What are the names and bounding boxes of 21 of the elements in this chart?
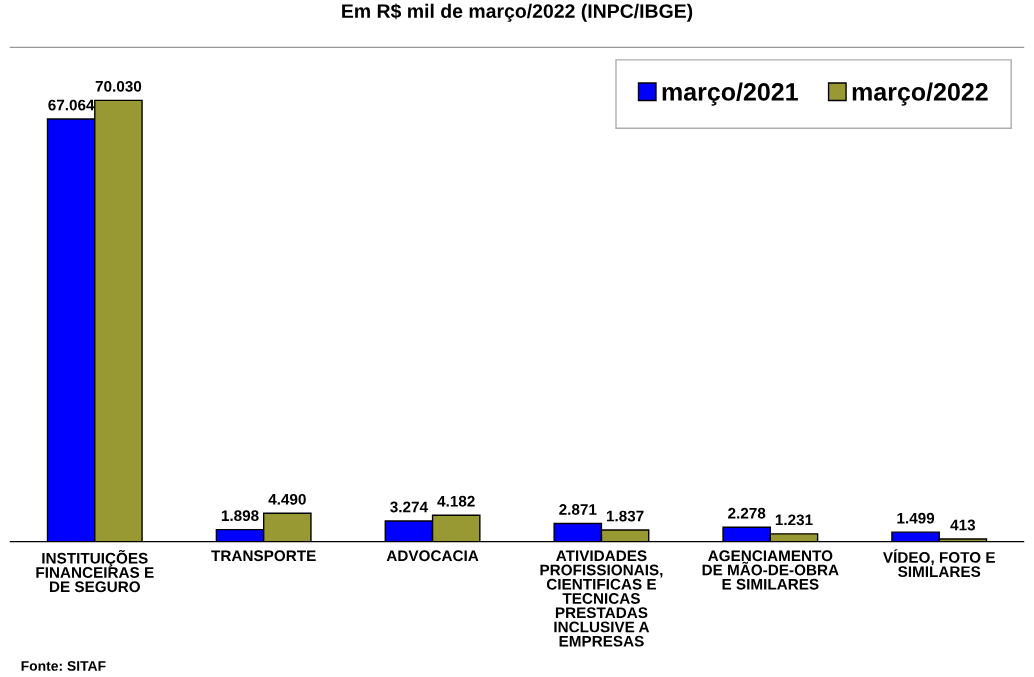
legend-label: março/2021 xyxy=(662,82,798,106)
legend-label: março/2022 xyxy=(852,82,988,106)
source-note: Fonte: SITAF xyxy=(21,661,106,671)
data-label: 4.182 xyxy=(437,495,475,507)
data-label: 1.231 xyxy=(775,514,813,526)
x-tick-label: ATIVIDADES PROFISSIONAIS, CIENTIFICAS E TECNICAS PRESTADAS INCLUSIVE A EMPRESAS xyxy=(540,550,663,647)
data-label: 1.898 xyxy=(221,510,259,522)
x-tick-label: INSTITUIÇÕES FINANCEIRAS E DE SEGURO xyxy=(36,549,154,593)
x-tick-label: TRANSPORTE xyxy=(211,550,316,562)
data-label: 1.837 xyxy=(606,510,644,522)
data-label: 2.278 xyxy=(728,507,766,519)
x-tick-label: VÍDEO, FOTO E SIMILARES xyxy=(883,549,995,578)
data-label: 1.499 xyxy=(897,512,935,524)
data-label: 413 xyxy=(950,519,976,531)
data-label: 70.030 xyxy=(95,80,142,92)
data-label: 4.490 xyxy=(268,493,306,505)
x-tick-label: ADVOCACIA xyxy=(386,550,479,562)
data-label: 2.871 xyxy=(559,504,597,515)
x-tick-label: AGENCIAMENTO DE MÃO-DE-OBRA E SIMILARES xyxy=(702,550,839,590)
chart-title: Em R$ mil de março/2022 (INPC/IBGE) xyxy=(342,3,693,22)
data-label: 3.274 xyxy=(390,501,428,513)
